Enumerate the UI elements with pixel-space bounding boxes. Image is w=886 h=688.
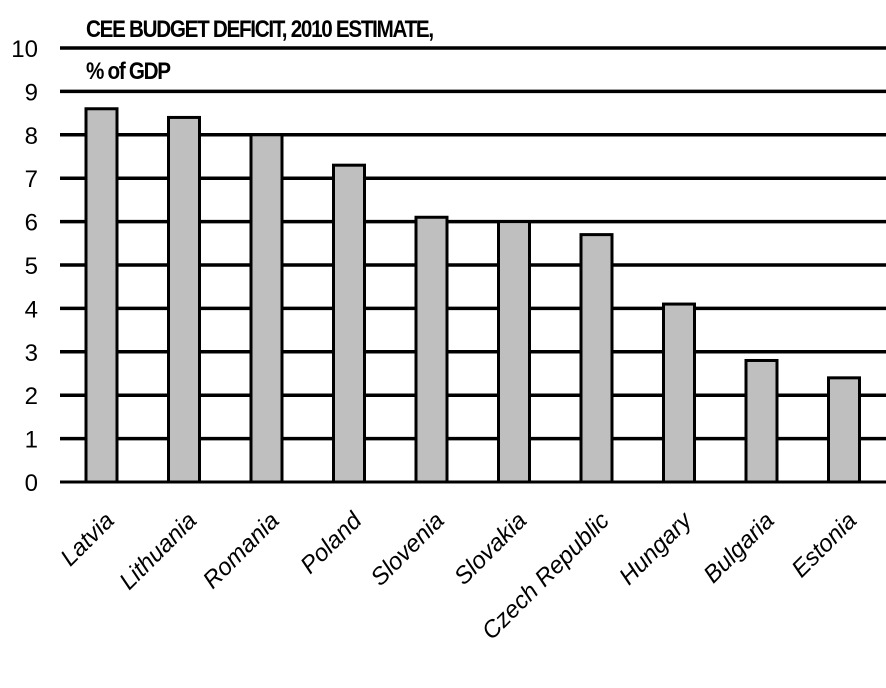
y-tick-label: 1: [25, 427, 38, 454]
y-tick-label: 9: [25, 79, 38, 106]
x-tick-label: Poland: [295, 507, 367, 579]
x-tick-label: Bulgaria: [698, 507, 779, 588]
y-tick-label: 4: [25, 296, 38, 323]
bar-slovakia: [497, 220, 531, 484]
y-tick-label: 6: [25, 210, 38, 237]
x-tick-label: Latvia: [55, 507, 119, 571]
bar-estonia: [827, 376, 861, 484]
y-tick-label: 5: [25, 253, 38, 280]
chart-title-line-1: CEE BUDGET DEFICIT, 2010 ESTIMATE,: [86, 16, 434, 43]
y-tick-label: 10: [11, 36, 38, 63]
x-tick-label: Estonia: [787, 507, 863, 583]
x-tick-label: Slovakia: [449, 507, 532, 590]
x-tick-label: Romania: [198, 507, 285, 594]
bar-czech-republic: [579, 233, 614, 484]
bar-latvia: [84, 107, 119, 484]
y-tick-label: 2: [25, 383, 38, 410]
chart-title-line-2: % of GDP: [86, 58, 171, 85]
y-tick-label: 8: [25, 123, 38, 150]
y-tick-label: 7: [25, 166, 38, 193]
bar-romania: [249, 133, 284, 484]
x-tick-label: Slovenia: [366, 507, 450, 591]
y-tick-label: 0: [25, 470, 38, 497]
bar-lithuania: [167, 115, 201, 484]
x-tick-label: Lithuania: [114, 507, 202, 595]
bar-slovenia: [414, 215, 449, 484]
x-tick-label: Hungary: [614, 506, 699, 591]
bar-bulgaria: [744, 358, 779, 484]
bar-hungary: [662, 302, 696, 484]
bar-poland: [332, 163, 366, 484]
y-tick-label: 3: [25, 340, 38, 367]
